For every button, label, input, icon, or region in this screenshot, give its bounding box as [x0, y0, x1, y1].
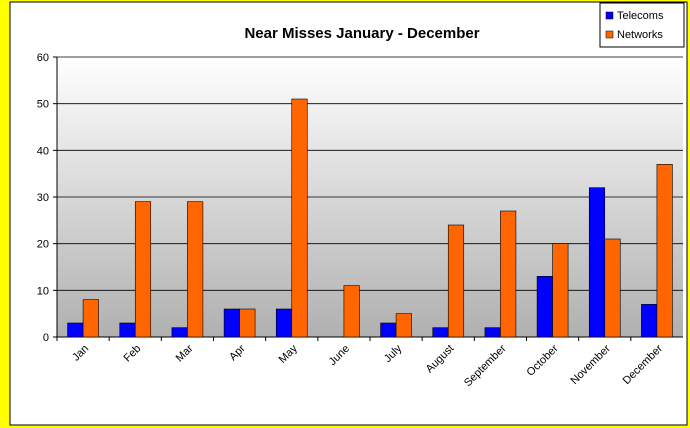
bar: [484, 327, 501, 338]
bar: [67, 322, 84, 338]
bar: [343, 285, 360, 338]
bar: [432, 327, 449, 338]
chart-title: Near Misses January - December: [244, 25, 479, 42]
y-tick-label: 20: [37, 239, 49, 251]
bar: [275, 308, 293, 338]
bar: [134, 201, 152, 338]
bar: [656, 164, 673, 338]
bar: [187, 201, 204, 338]
bar: [82, 299, 99, 338]
y-tick-label: 40: [37, 145, 49, 157]
bar: [380, 322, 397, 338]
legend-swatch: [605, 30, 614, 39]
legend-label: Telecoms: [617, 10, 664, 22]
bar: [223, 308, 240, 338]
bar: [291, 98, 308, 338]
bar: [447, 224, 465, 338]
y-tick-label: 0: [43, 332, 49, 344]
y-tick-label: 30: [37, 192, 49, 204]
bar: [395, 313, 412, 338]
legend-swatch: [605, 11, 614, 20]
bar: [552, 243, 569, 338]
bar: [500, 210, 517, 338]
bar: [604, 238, 621, 338]
y-tick-label: 10: [37, 285, 49, 297]
y-tick-label: 50: [37, 99, 49, 111]
legend-label: Networks: [617, 29, 663, 41]
legend-box: [599, 2, 685, 48]
bar: [536, 276, 553, 338]
legend: Telecoms Networks: [599, 2, 685, 48]
bar: [641, 304, 658, 338]
bar: [588, 187, 606, 338]
bar: [239, 308, 256, 338]
bar: [171, 327, 188, 338]
bar: [119, 322, 136, 338]
y-tick-label: 60: [37, 52, 49, 64]
